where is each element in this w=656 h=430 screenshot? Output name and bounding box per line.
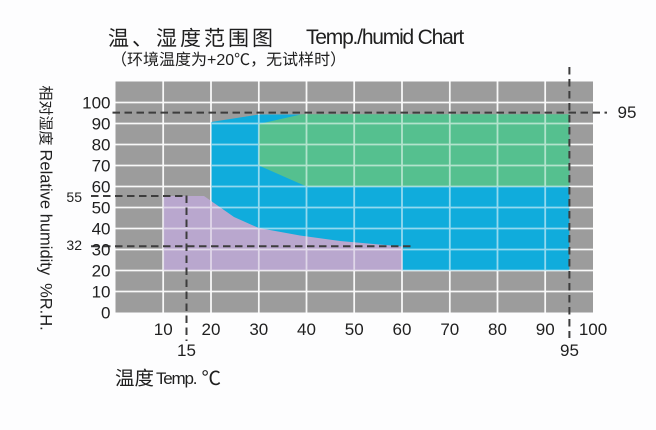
- svg-text:50: 50: [92, 199, 111, 218]
- svg-text:100: 100: [82, 94, 110, 113]
- svg-text:20: 20: [92, 262, 111, 281]
- svg-text:15: 15: [177, 341, 196, 360]
- svg-text:40: 40: [92, 220, 111, 239]
- svg-text:80: 80: [92, 136, 111, 155]
- svg-text:30: 30: [92, 241, 111, 260]
- svg-text:55: 55: [66, 189, 82, 205]
- svg-text:+20: +20: [207, 52, 234, 69]
- svg-text:32: 32: [66, 237, 82, 253]
- svg-text:40: 40: [297, 320, 316, 339]
- svg-text:100: 100: [579, 320, 607, 339]
- svg-text:70: 70: [440, 320, 459, 339]
- svg-text:Temp./humid Chart: Temp./humid Chart: [306, 26, 464, 49]
- svg-text:90: 90: [92, 115, 111, 134]
- svg-text:0: 0: [101, 304, 110, 323]
- svg-text:Temp.: Temp.: [156, 369, 197, 388]
- svg-text:10: 10: [92, 283, 111, 302]
- svg-text:10: 10: [154, 320, 173, 339]
- svg-text:80: 80: [488, 320, 507, 339]
- svg-text:95: 95: [618, 103, 637, 122]
- svg-text:50: 50: [345, 320, 364, 339]
- svg-text:70: 70: [92, 157, 111, 176]
- svg-text:30: 30: [249, 320, 268, 339]
- svg-text:Relative humidity: Relative humidity: [37, 150, 55, 276]
- svg-text:90: 90: [536, 320, 555, 339]
- svg-text:95: 95: [560, 341, 579, 360]
- svg-text:20: 20: [202, 320, 221, 339]
- svg-text:%R.H.: %R.H.: [37, 283, 55, 331]
- svg-text:60: 60: [92, 178, 111, 197]
- svg-text:60: 60: [393, 320, 412, 339]
